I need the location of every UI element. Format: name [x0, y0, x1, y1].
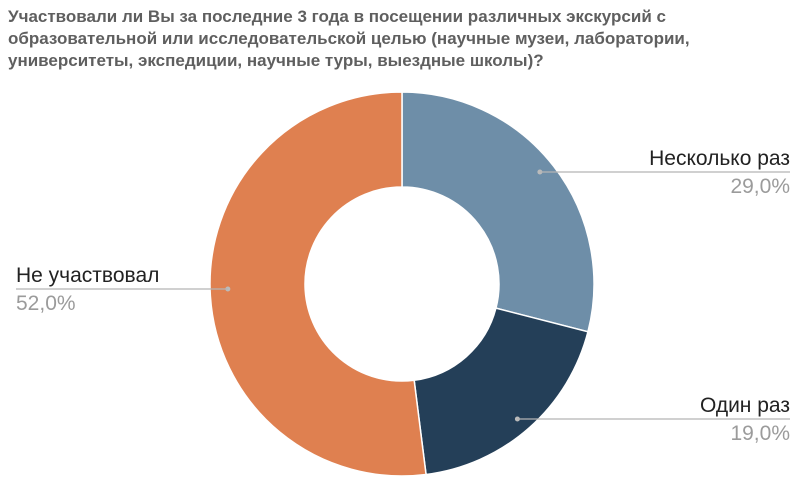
slice-value-3: 52,0% — [16, 292, 76, 315]
slice-value-2: 19,0% — [730, 422, 790, 445]
donut-slice-2 — [413, 307, 589, 476]
donut-slice-3 — [209, 91, 427, 477]
leader-lines — [16, 169, 790, 422]
slice-label-1: Несколько раз — [649, 147, 790, 170]
slice-value-1: 29,0% — [730, 175, 790, 198]
slice-labels: Несколько раз 29,0% Один раз 19,0% Не участв… — [16, 147, 790, 445]
donut-slices — [209, 91, 595, 477]
chart-title-line-3: университеты, экспедиции, научные туры, … — [8, 51, 544, 70]
chart-title-line-2: образовательной или исследовательской це… — [8, 29, 690, 48]
chart-title-line-1: Участвовали ли Вы за последние 3 года в … — [8, 7, 666, 26]
chart-title: Участвовали ли Вы за последние 3 года в … — [8, 6, 798, 72]
donut-slice-1 — [401, 91, 595, 333]
slice-label-3: Не участвовал — [16, 264, 159, 287]
slice-label-2: Один раз — [700, 394, 790, 417]
